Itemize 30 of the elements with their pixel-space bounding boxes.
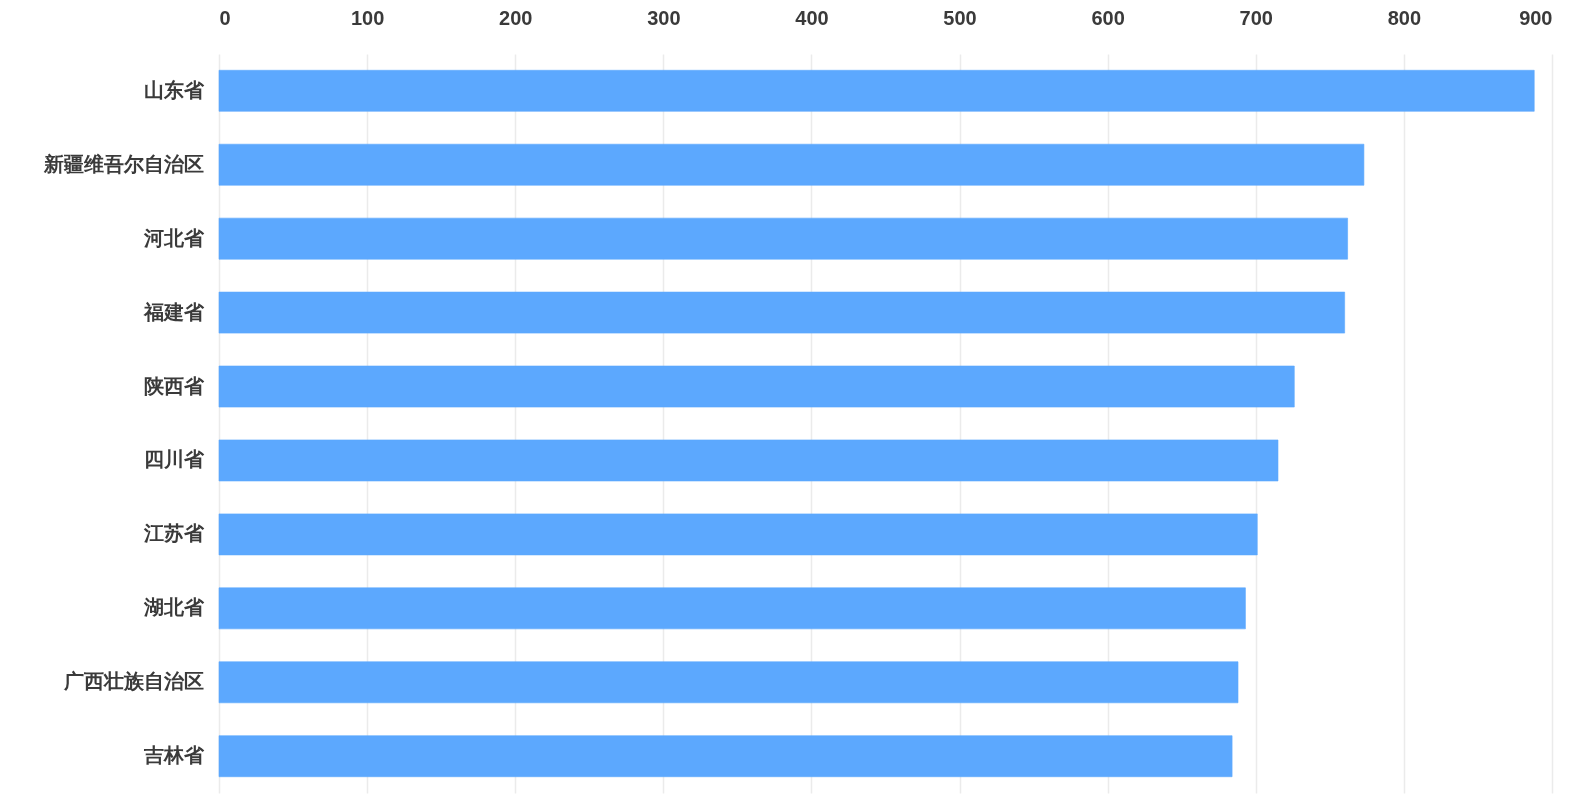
y-tick-label: 湖北省	[142, 596, 205, 619]
bar	[218, 143, 1365, 186]
y-tick-label: 广西壮族自治区	[62, 670, 204, 693]
y-tick-label: 福建省	[142, 300, 205, 323]
x-tick-label: 0	[219, 6, 231, 29]
x-tick-label: 700	[1239, 6, 1273, 29]
bar	[218, 291, 1346, 334]
x-tick-label: 100	[350, 6, 385, 29]
x-tick-label: 900	[1519, 6, 1553, 29]
y-tick-label: 新疆维吾尔自治区	[42, 152, 204, 175]
x-tick-label: 600	[1091, 6, 1125, 29]
x-tick-label: 800	[1387, 6, 1422, 29]
bar	[218, 69, 1535, 112]
bar	[218, 217, 1349, 260]
x-tick-label: 300	[647, 6, 681, 29]
bar	[218, 661, 1239, 704]
bar	[218, 365, 1295, 408]
bar	[218, 439, 1279, 482]
y-tick-label: 四川省	[143, 448, 205, 471]
x-tick-label: 500	[943, 6, 977, 29]
y-tick-label: 吉林省	[142, 744, 205, 767]
bar	[218, 735, 1233, 778]
bar	[218, 587, 1246, 630]
y-tick-label: 江苏省	[142, 522, 205, 545]
y-tick-label: 河北省	[142, 226, 205, 249]
y-tick-label: 山东省	[143, 78, 205, 101]
bar	[218, 513, 1258, 556]
y-tick-label: 陕西省	[143, 374, 205, 397]
x-tick-label: 400	[795, 6, 829, 29]
x-tick-label: 200	[499, 6, 533, 29]
